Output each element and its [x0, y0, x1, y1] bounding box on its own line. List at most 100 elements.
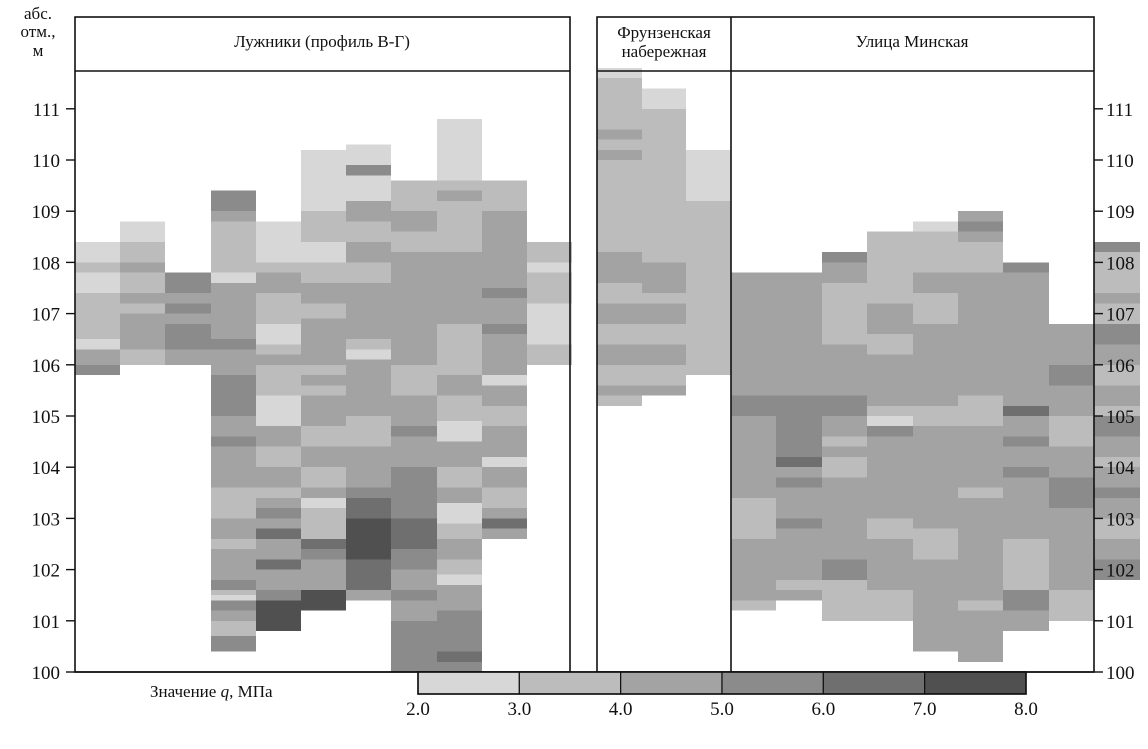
heatmap-cell [1094, 436, 1140, 457]
heatmap-cell [211, 487, 256, 519]
heatmap-cell [686, 200, 731, 376]
heatmap-cell [597, 385, 642, 396]
legend-title: Значение q, МПа [150, 682, 273, 701]
heatmap-cell [482, 467, 527, 488]
heatmap-cell [597, 78, 642, 130]
y-tick-label: 110 [32, 151, 60, 172]
heatmap-cell [256, 354, 301, 365]
heatmap-cell [958, 241, 1003, 273]
heatmap-cell [822, 395, 867, 416]
heatmap-cell [256, 344, 301, 355]
heatmap-cell [913, 528, 958, 560]
heatmap-cell [731, 272, 776, 396]
legend-tick-label: 6.0 [811, 699, 835, 720]
panel-header-frunzenskaya: Фрунзенская [617, 23, 711, 42]
heatmap-cell [482, 508, 527, 519]
heatmap-cell [1003, 446, 1049, 468]
heatmap-cell [211, 349, 256, 376]
heatmap-cell [1003, 538, 1049, 591]
heatmap-cell [822, 262, 867, 283]
heatmap-cell [1003, 313, 1049, 386]
heatmap-cell [437, 538, 482, 560]
heatmap-cell [1049, 364, 1094, 386]
heatmap-cell [642, 293, 686, 304]
heatmap-cell [1003, 405, 1049, 416]
legend-swatch [822, 671, 926, 695]
heatmap-cell [211, 339, 256, 350]
heatmap-cell [346, 385, 391, 416]
heatmap-cell [867, 538, 913, 591]
heatmap-cell [301, 467, 346, 488]
heatmap-cell [256, 323, 301, 345]
y-tick-label: 106 [32, 356, 61, 377]
heatmap-cell [776, 518, 822, 529]
heatmap-cell [597, 160, 642, 253]
heatmap-cell [437, 119, 482, 181]
y-tick-label: 108 [1106, 253, 1135, 274]
heatmap-cell [256, 528, 301, 539]
heatmap-cell [867, 334, 913, 355]
heatmap-cell [1003, 477, 1049, 519]
heatmap-cell [482, 518, 527, 529]
heatmap-cell [75, 349, 120, 365]
heatmap-cell [913, 272, 958, 294]
heatmap-cell [597, 282, 642, 304]
heatmap-cell [211, 590, 256, 596]
heatmap-cell [1094, 241, 1140, 253]
heatmap-cell [391, 180, 437, 212]
heatmap-cell [731, 497, 776, 539]
heatmap-cell [256, 590, 301, 601]
heatmap-cell [822, 477, 867, 560]
heatmap-cell [75, 364, 120, 376]
heatmap-cell [1094, 467, 1140, 488]
heatmap-cell [75, 241, 120, 263]
profile-panels [75, 67, 1140, 672]
heatmap-cell [642, 303, 686, 324]
heatmap-cell [301, 303, 346, 319]
heatmap-cell [1094, 538, 1140, 560]
heatmap-cell [776, 590, 822, 601]
y-axis-label: отм., [21, 22, 56, 41]
heatmap-cell [346, 359, 391, 386]
heatmap-cell [437, 503, 482, 524]
heatmap-cell [1094, 416, 1140, 437]
legend-tick-label: 4.0 [609, 699, 633, 720]
heatmap-cell [597, 395, 642, 406]
heatmap-cell [437, 190, 482, 201]
heatmap-cell [597, 344, 642, 365]
y-tick-label: 109 [1106, 202, 1135, 223]
y-axis-label: абс. [24, 4, 52, 23]
heatmap-cell [256, 538, 301, 560]
heatmap-cell [346, 221, 391, 242]
heatmap-cell [642, 344, 686, 365]
heatmap-cell [1094, 456, 1140, 468]
heatmap-cell [75, 318, 120, 340]
heatmap-cell [1049, 590, 1094, 621]
heatmap-cell [346, 144, 391, 166]
heatmap-cell [958, 395, 1003, 427]
heatmap-cell [301, 364, 346, 376]
heatmap-cell [1049, 508, 1094, 560]
heatmap-cell [597, 67, 642, 79]
y-tick-label: 111 [33, 100, 60, 121]
heatmap-cell [867, 446, 913, 519]
y-tick-label: 106 [1106, 356, 1135, 377]
y-tick-label: 105 [1106, 407, 1135, 428]
heatmap-cell [867, 590, 913, 621]
q-value-legend: Значение q, МПа 2.0 3.0 4.0 5.0 6.0 7.0 8.0 [150, 671, 1038, 720]
heatmap-cell [120, 293, 165, 304]
heatmap-cell [120, 221, 165, 242]
heatmap-cell [256, 446, 301, 468]
heatmap-cell [211, 600, 256, 611]
heatmap-cell [256, 559, 301, 570]
legend-swatch [721, 671, 824, 695]
heatmap-cell [731, 395, 776, 416]
heatmap-cell [75, 293, 120, 319]
heatmap-cell [437, 574, 482, 585]
heatmap-cell [642, 108, 686, 263]
heatmap-cell [1094, 293, 1140, 304]
legend-frame [417, 671, 1027, 695]
heatmap-cell [301, 282, 346, 304]
heatmap-cell [867, 518, 913, 539]
y-tick-label: 103 [32, 509, 61, 530]
